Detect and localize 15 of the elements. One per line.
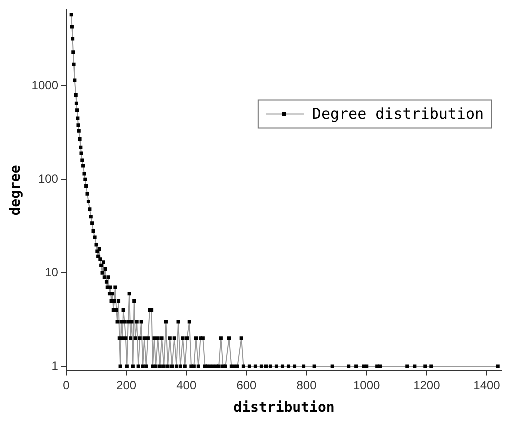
x-tick-label: 0 [63, 378, 70, 392]
x-axis-title: distribution [234, 400, 335, 416]
x-tick-label: 1400 [474, 378, 501, 392]
x-tick-label: 1000 [353, 378, 381, 392]
y-tick-label: 1000 [32, 78, 59, 92]
y-tick-label: 1 [52, 358, 59, 373]
x-tick-label: 1200 [414, 378, 441, 392]
x-tick-label: 400 [176, 378, 197, 392]
y-tick-label: 10 [45, 265, 59, 280]
x-tick-label: 800 [296, 378, 318, 392]
y-axis-title: degree [8, 165, 24, 216]
y-tick-label: 100 [38, 172, 59, 186]
x-tick-label: 200 [116, 378, 137, 392]
legend-label: Degree distribution [312, 105, 484, 124]
x-tick-label: 600 [236, 378, 258, 392]
